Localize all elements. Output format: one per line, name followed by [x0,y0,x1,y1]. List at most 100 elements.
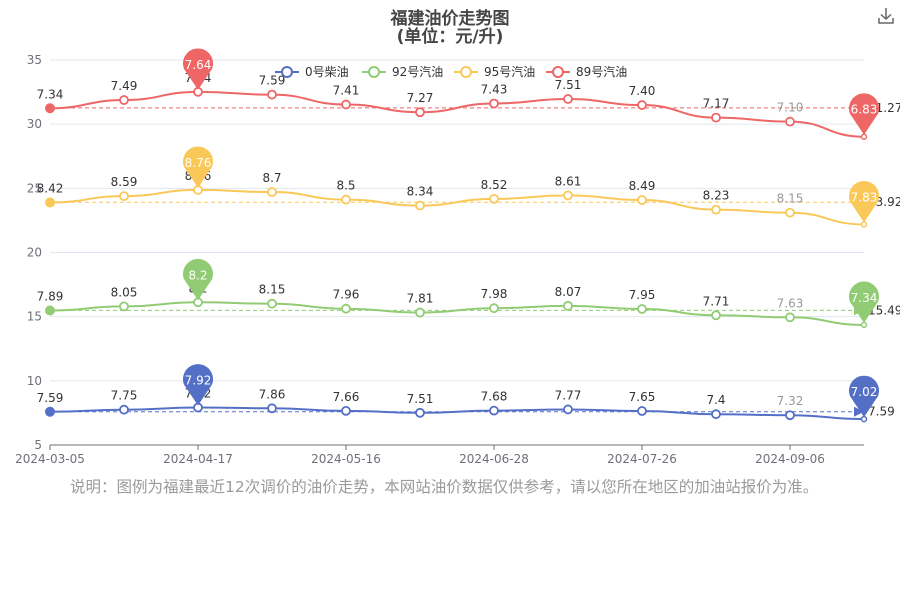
data-point [637,100,647,110]
data-label: 7.51 [555,78,582,92]
series-line-3 [49,90,865,138]
legend-marker-0[interactable] [281,66,293,78]
data-point [341,194,351,205]
data-point [267,187,277,197]
max-pin-1 [183,258,213,301]
data-label: 7.40 [629,84,656,98]
data-label: 8.52 [481,178,508,192]
data-label: 8.7 [262,171,281,185]
data-point [45,103,55,114]
data-point [45,406,55,417]
data-label: 7.95 [629,288,656,302]
y-tick-label: 25 [27,181,42,195]
min-pin-1-label: 7.34 [851,291,878,305]
data-label: 7.41 [333,84,360,98]
data-label: 7.49 [111,79,138,93]
data-point [45,197,55,208]
data-label: 7.63 [777,296,804,310]
data-point [785,207,795,218]
x-tick-label: 2024-05-16 [311,452,381,466]
legend-marker-2[interactable] [460,66,472,78]
data-point [267,89,277,100]
y-tick-label: 5 [34,438,42,452]
data-label: 8.61 [555,174,582,188]
x-tick-label: 2024-07-26 [607,452,677,466]
min-pin-2 [849,181,879,223]
data-label: 7.75 [111,389,138,403]
data-point [563,190,573,201]
max-pin-1-label: 8.2 [188,268,207,282]
data-point [489,98,499,109]
data-point [711,112,721,123]
data-point [489,405,499,416]
data-point [119,191,129,202]
data-point [415,107,425,118]
max-pin-0-label: 7.92 [185,374,212,388]
data-point [267,298,277,309]
legend-label-3: 89号汽油 [576,64,627,79]
data-label: 8.34 [407,185,434,199]
data-point [563,404,573,415]
data-point [637,195,647,205]
min-pin-3-label: 6.83 [851,103,878,117]
data-point [415,307,425,318]
legend-label-2: 95号汽油 [484,64,535,79]
data-point [785,116,795,127]
data-label: 7.77 [555,388,582,402]
y-tick-label: 30 [27,117,42,131]
data-label: 7.27 [407,91,434,105]
data-label: 7.59 [37,391,64,405]
series-line-0 [49,406,865,421]
series-line-1 [49,301,865,326]
legend-marker-1[interactable] [368,66,380,78]
legend-label-0: 0号柴油 [305,65,349,79]
data-point [860,221,868,228]
min-pin-3 [849,93,879,135]
data-label: 8.59 [111,175,138,189]
data-point [785,312,795,323]
data-point [119,95,129,105]
average-arrow-0 [854,406,864,417]
data-label: 7.66 [333,390,360,404]
data-point [119,301,129,312]
data-label: 7.34 [37,87,64,101]
y-tick-label: 15 [27,310,42,324]
data-point [415,200,425,211]
data-label: 7.96 [333,288,360,302]
data-label: 7.71 [703,294,730,308]
chart-note: 说明：图例为福建最近12次调价的油价走势，本网站油价数据仅供参考，请以您所在地区… [70,478,819,496]
data-label: 7.89 [37,290,64,304]
x-tick-label: 2024-06-28 [459,452,529,466]
data-label: 8.42 [37,181,64,195]
min-pin-2-label: 7.83 [851,190,878,204]
data-point [341,405,351,416]
data-point [711,310,721,321]
max-pin-3 [183,48,213,90]
data-point [637,406,647,416]
legend-label-1: 92号汽油 [392,64,443,79]
min-pin-0 [849,375,879,418]
max-pin-3-label: 7.64 [185,58,212,72]
data-label: 7.86 [259,387,286,401]
x-tick-label: 2024-09-06 [755,452,825,466]
legend-marker-3[interactable] [552,66,564,78]
download-icon[interactable] [876,6,896,26]
data-point [415,407,425,418]
data-label: 7.68 [481,390,508,404]
data-point [637,304,647,314]
data-point [489,193,499,204]
data-label: 7.65 [629,390,656,404]
average-label-0: 7.59 [868,405,895,419]
y-tick-label: 20 [27,246,42,260]
min-pin-0-label: 7.02 [851,385,878,399]
data-point [563,94,573,104]
data-label: 7.98 [481,287,508,301]
data-label: 7.17 [703,97,730,111]
data-point [860,321,868,329]
data-label: 8.49 [629,179,656,193]
data-label: 8.15 [777,192,804,206]
data-label: 7.43 [481,83,508,97]
data-label: 8.05 [111,285,138,299]
data-label: 7.10 [777,101,804,115]
